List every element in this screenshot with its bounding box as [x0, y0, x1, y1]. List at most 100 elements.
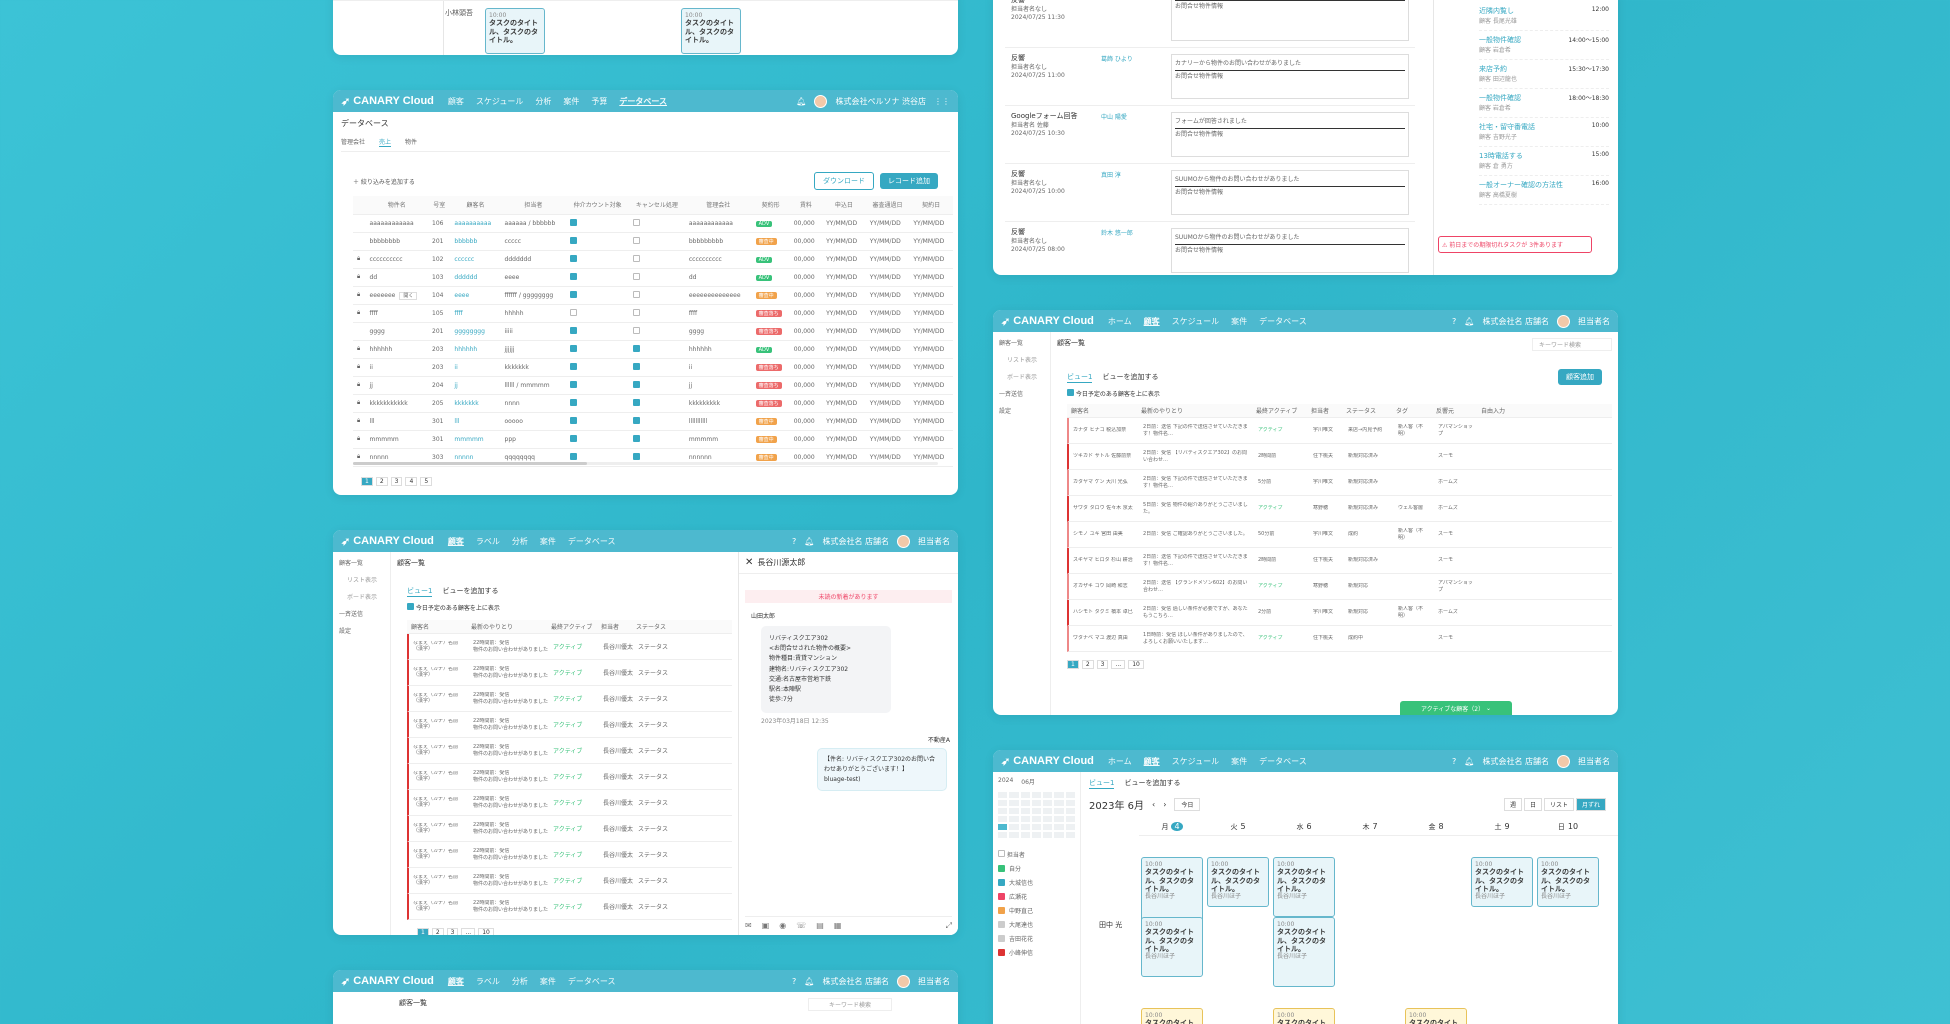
mini-day[interactable]	[1043, 792, 1053, 798]
checkbox[interactable]	[632, 218, 640, 226]
mini-day[interactable]	[1020, 816, 1030, 822]
memo-icon[interactable]: ▤	[816, 921, 824, 930]
mini-day[interactable]	[1054, 832, 1064, 838]
task-item[interactable]: 社宅・留守番電話 顧客 吉野光子 10:00	[1479, 118, 1609, 147]
avatar[interactable]	[897, 974, 910, 988]
nav-item[interactable]: 案件	[539, 976, 556, 986]
page-button[interactable]: 3	[390, 476, 403, 486]
tab[interactable]: 物件	[405, 139, 418, 146]
checkbox[interactable]	[570, 344, 578, 352]
add-filter-button[interactable]: ＋ 絞り込みを追加する	[353, 178, 415, 186]
mini-day[interactable]	[1043, 824, 1053, 830]
person-checkbox[interactable]	[998, 907, 1005, 914]
checkbox[interactable]	[632, 236, 640, 244]
page-button[interactable]: ...	[1111, 660, 1126, 669]
sms-icon[interactable]: ▣	[761, 921, 770, 930]
add-view-button[interactable]: ビューを追加する	[1102, 373, 1159, 381]
overdue-warning[interactable]: ⚠ 前日までの期限切れタスクが 3件あります	[1438, 236, 1592, 253]
table-row[interactable]: 🔒︎ lll 301 lll ooooo lllllllllll 審査中 00,000 YY/M…	[353, 412, 953, 431]
task-item[interactable]: 近隣内覧し 顧客 長尾光雄 12:00	[1479, 2, 1609, 31]
view-button[interactable]: 週	[1503, 798, 1522, 811]
tab[interactable]: 管理会社	[341, 139, 366, 146]
nav-item[interactable]: 案件	[539, 536, 556, 546]
person-filter[interactable]: 吉田花花	[998, 934, 1075, 943]
nav-item[interactable]: データベース	[567, 536, 616, 546]
table-row[interactable]: スギヤマ ヒロタ 杉山 耕治 2日前：送信 下記の件で送信させていただきます！物件…	[1067, 548, 1612, 574]
table-row[interactable]: なまえ（カナ）名前（漢字） 22時間前：受信 物件のお問い合わせがありました アクティ…	[407, 868, 732, 894]
calendar-icon[interactable]: ▦	[833, 921, 842, 930]
page-button[interactable]: 3	[446, 928, 459, 935]
table-row[interactable]: 🔒︎ cccccccccc 102 cccccc ddddddd cccccccccc AD…	[353, 250, 953, 269]
agent-name[interactable]: 中山 陽愛	[1101, 114, 1127, 121]
table-row[interactable]: なまえ（カナ）名前（漢字） 22時間前：受信 物件のお問い合わせがありました アクティ…	[407, 790, 732, 816]
mini-day[interactable]	[1031, 832, 1042, 838]
nav-item[interactable]: 案件	[1231, 316, 1248, 326]
mini-day[interactable]	[1043, 808, 1053, 814]
avatar[interactable]	[1557, 754, 1570, 768]
mini-day[interactable]	[1054, 808, 1064, 814]
table-row[interactable]: ワタナベ マユ 渡辺 真由 1日時前：受信 ほしい条件がありましたので、よろしくお…	[1067, 626, 1612, 652]
checkbox[interactable]	[570, 380, 578, 388]
column-header[interactable]: タグ	[1396, 408, 1409, 415]
column-header[interactable]: 担当者	[500, 196, 567, 215]
search-input[interactable]: キーワード検索	[807, 998, 892, 1011]
column-header[interactable]: 最終アクティブ	[1256, 408, 1298, 415]
checkbox[interactable]	[632, 398, 640, 406]
mini-day[interactable]	[1009, 816, 1019, 822]
grid-menu-icon[interactable]: ⋮⋮	[934, 96, 950, 106]
person-filter[interactable]: 広瀬花	[998, 892, 1075, 901]
day-header[interactable]: 日 10	[1535, 822, 1601, 835]
mini-day[interactable]	[1065, 800, 1075, 806]
checkbox[interactable]	[632, 326, 640, 334]
table-row[interactable]: なまえ（カナ）名前（漢字） 22時間前：受信 物件のお問い合わせがありました アクティ…	[407, 660, 732, 686]
mini-day[interactable]	[1065, 832, 1075, 838]
mini-day[interactable]	[1020, 792, 1030, 798]
checkbox[interactable]	[632, 362, 640, 370]
mini-day[interactable]	[1054, 792, 1064, 798]
table-row[interactable]: 🔒︎ mmmmm 301 mmmmm ppp mmmmm 審査中 00,000 YY/MM/DD…	[353, 430, 953, 449]
task-item[interactable]: 一般物件確認 顧客 岩倉希 14:00〜15:00	[1479, 31, 1609, 60]
agent-name[interactable]: 真田 淳	[1101, 172, 1121, 179]
next-icon[interactable]: ›	[1163, 800, 1167, 809]
column-header[interactable]: 顧客名	[1071, 408, 1090, 415]
task-item[interactable]: 一般オーナー確認の方法性 顧客 高橋夏樹 16:00	[1479, 176, 1609, 205]
person-checkbox[interactable]	[998, 949, 1005, 956]
checkbox[interactable]	[570, 308, 578, 316]
table-row[interactable]: ハシモト タクミ 橋本 卓巳 2日前：受信 過しい条件が必要ですが、あなたもうこち…	[1067, 600, 1612, 626]
mini-day[interactable]	[1043, 800, 1053, 806]
tab-view1[interactable]: ビュー1	[1067, 372, 1093, 383]
column-header[interactable]: 契約日	[909, 196, 953, 215]
person-filter[interactable]: 小峰伸信	[998, 948, 1075, 957]
avatar[interactable]	[814, 94, 828, 108]
add-view-button[interactable]: ビューを追加する	[1124, 779, 1181, 787]
search-input[interactable]: キーワード検索	[1531, 338, 1612, 351]
mini-day[interactable]	[1020, 808, 1030, 814]
sidebar-item[interactable]: リスト表示	[1007, 357, 1038, 364]
column-header[interactable]: 顧客名	[450, 196, 501, 215]
page-button[interactable]: 2	[375, 476, 388, 486]
bell-icon[interactable]: 🔔︎	[1464, 316, 1475, 326]
column-header[interactable]: ステータス	[1346, 408, 1377, 415]
column-header[interactable]: 最新のやりとり	[1141, 408, 1184, 415]
person-checkbox[interactable]	[998, 893, 1005, 900]
feed-item[interactable]: 反響 担当者名なし 2024/07/25 11:00 葛飾 ひより カナリーから物件のお…	[1005, 48, 1415, 106]
column-header[interactable]: 顧客名	[411, 624, 430, 631]
column-header[interactable]: 物件名	[365, 196, 429, 215]
table-row[interactable]: なまえ（カナ）名前（漢字） 22時間前：受信 物件のお問い合わせがありました アクティ…	[407, 686, 732, 712]
page-button[interactable]: 4	[405, 476, 418, 486]
feed-item[interactable]: 反響 担当者名なし 2024/07/25 11:30 お問合せ物件情報	[1005, 0, 1415, 48]
mini-day[interactable]	[1065, 808, 1075, 814]
column-header[interactable]: 申込日	[822, 196, 866, 215]
mini-day[interactable]	[1054, 816, 1064, 822]
sidebar-item[interactable]: 一斉送信	[339, 611, 364, 618]
help-icon[interactable]: ?	[792, 976, 797, 986]
nav-item[interactable]: ホーム	[1107, 316, 1132, 326]
show-today-checkbox[interactable]	[1067, 389, 1074, 396]
tab-view1[interactable]: ビュー1	[1089, 779, 1115, 789]
view-button[interactable]: 月ずれ	[1575, 798, 1606, 811]
